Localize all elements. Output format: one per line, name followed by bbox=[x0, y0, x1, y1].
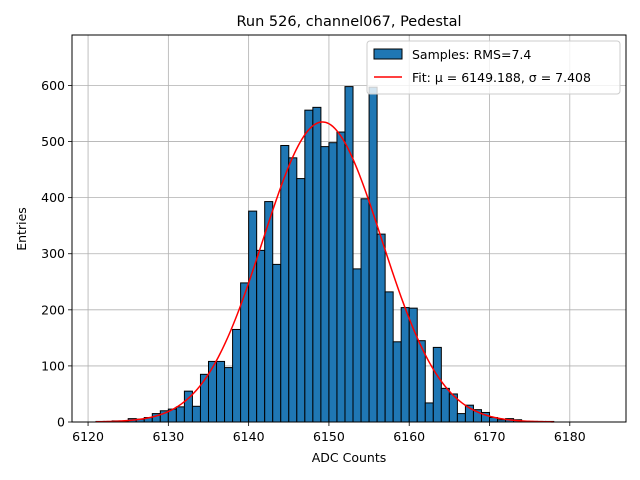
legend-label-fit: Fit: μ = 6149.188, σ = 7.408 bbox=[412, 70, 591, 85]
histogram-bar bbox=[312, 106, 322, 423]
y-tick-label: 200 bbox=[41, 302, 65, 317]
histogram-bar bbox=[191, 405, 201, 423]
legend-label-samples: Samples: RMS=7.4 bbox=[412, 47, 531, 62]
x-tick-label: 6130 bbox=[152, 429, 184, 444]
y-tick-label: 0 bbox=[57, 415, 65, 430]
y-tick-label: 300 bbox=[41, 246, 65, 261]
y-axis-ticks: 0 100 200 300 400 500 600 bbox=[41, 78, 72, 430]
histogram-bar bbox=[432, 346, 442, 423]
y-tick-label: 600 bbox=[41, 78, 65, 93]
histogram-bar bbox=[376, 233, 386, 423]
histogram-bar bbox=[304, 109, 314, 423]
y-tick-label: 400 bbox=[41, 190, 65, 205]
histogram-bar bbox=[199, 373, 209, 423]
histogram-bar bbox=[440, 387, 450, 423]
x-tick-label: 6170 bbox=[474, 429, 506, 444]
histogram-bar bbox=[400, 307, 410, 423]
histogram-bar bbox=[288, 157, 298, 423]
legend-swatch-samples bbox=[373, 48, 403, 60]
x-axis-label: ADC Counts bbox=[312, 450, 387, 465]
histogram-bar bbox=[207, 360, 218, 423]
x-tick-label: 6180 bbox=[554, 429, 586, 444]
plot-frame bbox=[71, 34, 627, 423]
histogram-bar bbox=[175, 406, 185, 423]
x-tick-label: 6120 bbox=[72, 429, 104, 444]
legend-box bbox=[366, 40, 621, 95]
histogram-bars bbox=[95, 86, 555, 423]
x-tick-label: 6150 bbox=[313, 429, 345, 444]
histogram-bar bbox=[368, 86, 378, 423]
x-tick-label: 6160 bbox=[393, 429, 425, 444]
histogram-bar bbox=[336, 131, 346, 423]
histogram-bar bbox=[352, 268, 362, 423]
y-tick-label: 500 bbox=[41, 134, 65, 149]
histogram-bar bbox=[456, 413, 466, 423]
histogram-bar bbox=[280, 144, 290, 423]
histogram-bar bbox=[256, 249, 266, 423]
y-tick-label: 100 bbox=[41, 358, 65, 373]
histogram-bar bbox=[344, 86, 354, 423]
histogram-bar bbox=[272, 263, 282, 423]
histogram-bar bbox=[320, 146, 330, 423]
histogram-bar bbox=[384, 291, 394, 423]
histogram-bar bbox=[360, 198, 370, 423]
histogram-bar bbox=[424, 402, 434, 423]
fit-curve bbox=[96, 121, 554, 423]
histogram-bar bbox=[216, 360, 226, 423]
x-tick-label: 6140 bbox=[233, 429, 265, 444]
histogram-bar bbox=[264, 201, 274, 423]
y-axis-label: Entries bbox=[14, 207, 29, 251]
histogram-bar bbox=[328, 142, 338, 423]
histogram-bar bbox=[392, 341, 402, 423]
histogram-bar bbox=[248, 210, 258, 423]
histogram-bar bbox=[296, 178, 306, 423]
legend: Samples: RMS=7.4 Fit: μ = 6149.188, σ = … bbox=[366, 40, 621, 95]
histogram-bar bbox=[224, 367, 234, 423]
histogram-bar bbox=[408, 307, 418, 423]
x-axis-ticks: 6120 6130 6140 6150 6160 6170 6180 bbox=[72, 422, 586, 444]
histogram-bar bbox=[232, 328, 242, 423]
chart-title: Run 526, channel067, Pedestal bbox=[236, 14, 461, 30]
